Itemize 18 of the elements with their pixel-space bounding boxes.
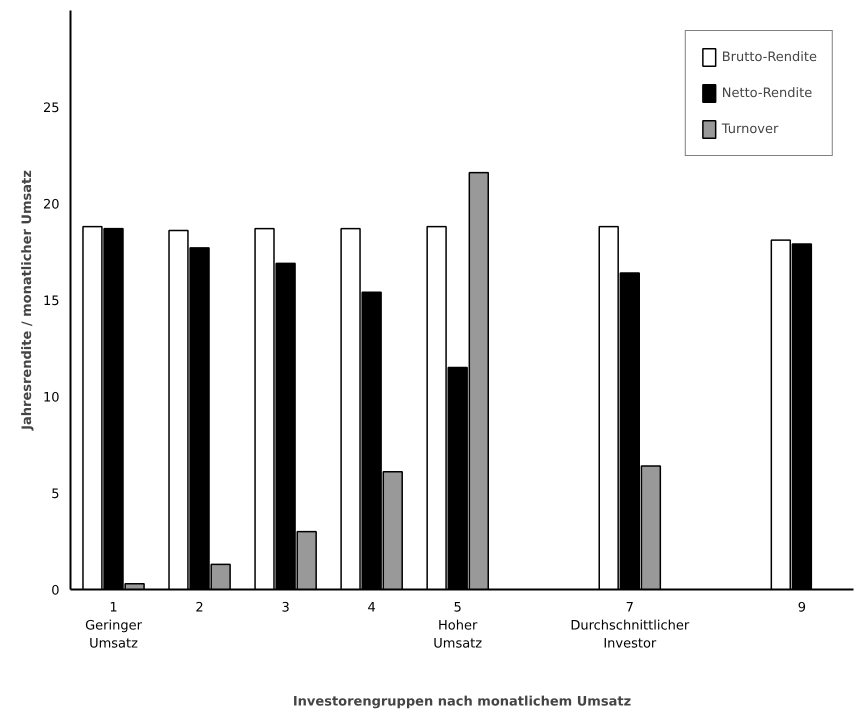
x-tick-label: 7 Durchschnittlicher Investor bbox=[570, 600, 690, 652]
legend-label: Brutto-Rendite bbox=[722, 50, 817, 64]
y-tick-label: 15 bbox=[42, 294, 60, 309]
x-tick-label: 1 Geringer Umsatz bbox=[85, 600, 143, 652]
y-tick-label: 5 bbox=[51, 487, 60, 502]
y-axis-title: Jahresrendite / monatlicher Umsatz bbox=[20, 170, 35, 431]
legend-label: Turnover bbox=[722, 122, 778, 136]
y-tick-label: 10 bbox=[42, 390, 60, 406]
x-axis-title: Investorengruppen nach monatlichem Umsatz bbox=[292, 694, 632, 710]
x-tick-label: 9 bbox=[798, 600, 806, 616]
y-tick-label: 25 bbox=[42, 101, 60, 116]
y-tick-label: 20 bbox=[42, 198, 60, 212]
legend-label: Netto-Rendite bbox=[722, 86, 812, 100]
x-tick-label: 2 bbox=[195, 600, 204, 616]
x-tick-label: 3 bbox=[281, 600, 290, 616]
y-tick-label: 0 bbox=[51, 584, 60, 598]
x-tick-label: 4 bbox=[368, 600, 376, 616]
x-tick-label: 5 Hoher Umsatz bbox=[433, 600, 482, 652]
